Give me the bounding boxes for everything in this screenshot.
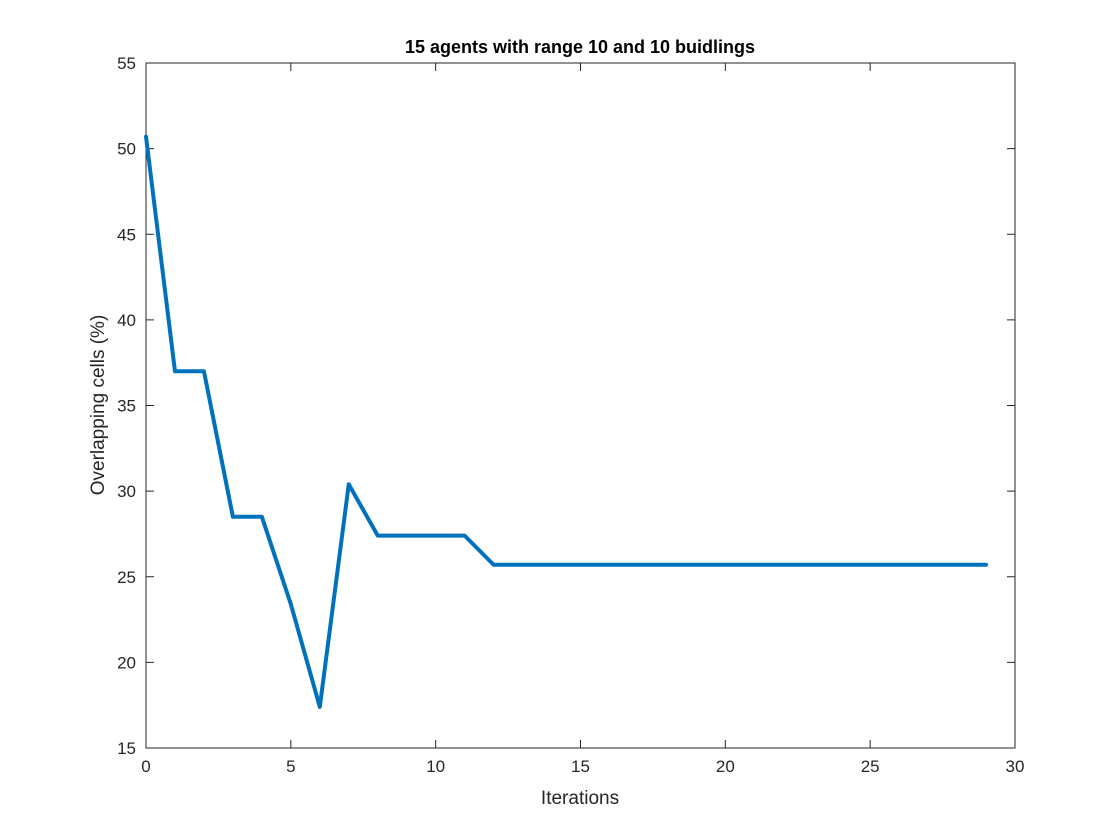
y-axis-ticks: 15 20 25 30 35 40 45 50 55 bbox=[117, 54, 1015, 758]
y-tick-label: 15 bbox=[117, 739, 136, 758]
y-tick-label: 45 bbox=[117, 225, 136, 244]
chart-title: 15 agents with range 10 and 10 buidlings bbox=[405, 37, 755, 57]
y-tick-label: 40 bbox=[117, 311, 136, 330]
x-tick-label: 0 bbox=[141, 757, 150, 776]
series-layer bbox=[144, 134, 989, 709]
x-tick-label: 10 bbox=[426, 757, 445, 776]
x-tick-label: 5 bbox=[286, 757, 295, 776]
x-tick-label: 20 bbox=[716, 757, 735, 776]
x-tick-label: 25 bbox=[861, 757, 880, 776]
plot-area bbox=[145, 62, 1016, 749]
y-tick-label: 55 bbox=[117, 54, 136, 73]
y-tick-label: 30 bbox=[117, 482, 136, 501]
y-axis-label: Overlapping cells (%) bbox=[88, 315, 109, 496]
x-tick-label: 15 bbox=[571, 757, 590, 776]
x-tick-label: 30 bbox=[1006, 757, 1025, 776]
y-tick-label: 25 bbox=[117, 568, 136, 587]
x-axis-ticks: 0 5 10 15 20 25 30 bbox=[141, 63, 1024, 776]
x-axis-label: Iterations bbox=[541, 788, 619, 809]
y-tick-label: 20 bbox=[117, 653, 136, 672]
y-tick-label: 35 bbox=[117, 397, 136, 416]
series-line bbox=[144, 134, 989, 709]
y-tick-label: 50 bbox=[117, 140, 136, 159]
